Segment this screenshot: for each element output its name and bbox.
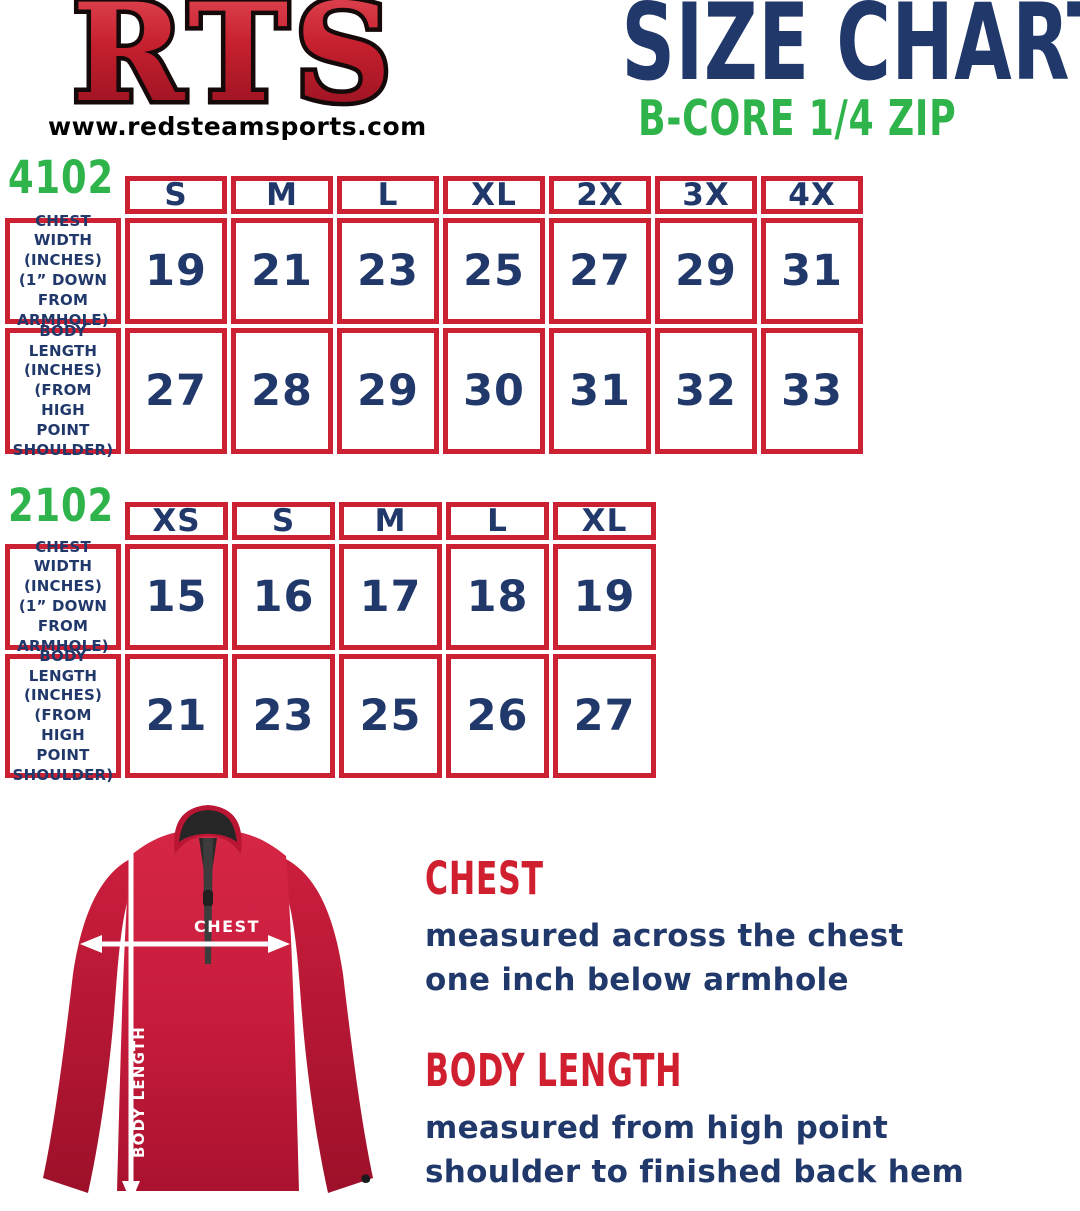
size-header-cell: XL bbox=[553, 502, 656, 540]
size-table-2102: XS S M L XL CHEST WIDTH (INCHES) (1” DOW… bbox=[5, 502, 656, 784]
value-cell: 25 bbox=[443, 218, 545, 324]
value-cell: 31 bbox=[761, 218, 863, 324]
value-cell: 16 bbox=[232, 544, 335, 650]
rts-logo-icon: RTS bbox=[68, 0, 398, 137]
chest-definition: CHEST measured across the chest one inch… bbox=[425, 856, 1080, 1003]
value-cell: 19 bbox=[125, 218, 227, 324]
rts-logo-text: RTS bbox=[72, 0, 398, 112]
value-cell: 30 bbox=[443, 328, 545, 454]
page-title: SIZE CHART bbox=[621, 0, 1080, 104]
table-corner-spacer bbox=[5, 502, 121, 540]
quarter-zip-shirt-icon: CHEST BODY LENGTH bbox=[43, 798, 373, 1202]
value-cell: 31 bbox=[549, 328, 651, 454]
header: SIZE CHART B-CORE 1/4 ZIP bbox=[515, 0, 1080, 143]
value-cell: 27 bbox=[125, 328, 227, 454]
value-cell: 15 bbox=[125, 544, 228, 650]
body-length-description: measured from high point shoulder to fin… bbox=[425, 1109, 965, 1190]
value-cell: 33 bbox=[761, 328, 863, 454]
chest-description: measured across the chest one inch below… bbox=[425, 918, 904, 999]
value-cell: 26 bbox=[446, 654, 549, 778]
table-corner-spacer bbox=[5, 176, 121, 214]
body-length-arrow-label: BODY LENGTH bbox=[130, 1026, 148, 1158]
value-cell: 21 bbox=[231, 218, 333, 324]
value-cell: 18 bbox=[446, 544, 549, 650]
size-header-cell: S bbox=[125, 176, 227, 214]
size-header-cell: S bbox=[232, 502, 335, 540]
size-header-cell: M bbox=[339, 502, 442, 540]
value-cell: 28 bbox=[231, 328, 333, 454]
value-cell: 17 bbox=[339, 544, 442, 650]
body-length-term: BODY LENGTH bbox=[425, 1043, 683, 1097]
brand-logo: RTS www.redsteamsports.com bbox=[48, 0, 427, 141]
size-header-cell: L bbox=[337, 176, 439, 214]
website-url: www.redsteamsports.com bbox=[48, 112, 427, 141]
right-sleeve bbox=[283, 858, 373, 1193]
size-header-cell: XS bbox=[125, 502, 228, 540]
chest-arrow-label: CHEST bbox=[194, 917, 260, 936]
measurement-definitions: CHEST measured across the chest one inch… bbox=[425, 856, 1080, 1194]
shirt-body bbox=[117, 829, 299, 1191]
row-label-chest-width: CHEST WIDTH (INCHES) (1” DOWN FROM ARMHO… bbox=[5, 212, 121, 329]
style-number-2102: 2102 bbox=[8, 479, 114, 532]
collar-inner bbox=[179, 810, 237, 842]
cuff-logo-mark bbox=[361, 1174, 371, 1183]
body-length-arrow bbox=[122, 798, 140, 1202]
product-subtitle: B-CORE 1/4 ZIP bbox=[638, 90, 957, 147]
value-cell: 19 bbox=[553, 544, 656, 650]
size-header-cell: 4X bbox=[761, 176, 863, 214]
garment-measurement-diagram: CHEST BODY LENGTH bbox=[12, 792, 404, 1211]
row-label-chest-width: CHEST WIDTH (INCHES) (1” DOWN FROM ARMHO… bbox=[5, 538, 121, 655]
value-cell: 27 bbox=[549, 218, 651, 324]
value-cell: 21 bbox=[125, 654, 228, 778]
value-cell: 23 bbox=[337, 218, 439, 324]
size-header-cell: 3X bbox=[655, 176, 757, 214]
chest-term: CHEST bbox=[425, 852, 544, 905]
value-cell: 27 bbox=[553, 654, 656, 778]
body-length-definition: BODY LENGTH measured from high point sho… bbox=[425, 1048, 1080, 1195]
row-label-body-length: BODY LENGTH (INCHES) (FROM HIGH POINT SH… bbox=[5, 322, 121, 459]
size-header-cell: 2X bbox=[549, 176, 651, 214]
style-number-4102: 4102 bbox=[8, 151, 114, 204]
size-header-cell: XL bbox=[443, 176, 545, 214]
size-table-4102: S M L XL 2X 3X 4X CHEST WIDTH (INCHES) (… bbox=[5, 176, 863, 459]
chest-arrow bbox=[80, 935, 290, 953]
value-cell: 23 bbox=[232, 654, 335, 778]
value-cell: 29 bbox=[337, 328, 439, 454]
size-header-cell: L bbox=[446, 502, 549, 540]
value-cell: 25 bbox=[339, 654, 442, 778]
size-header-cell: M bbox=[231, 176, 333, 214]
zipper-pull bbox=[203, 890, 213, 906]
value-cell: 32 bbox=[655, 328, 757, 454]
value-cell: 29 bbox=[655, 218, 757, 324]
row-label-body-length: BODY LENGTH (INCHES) (FROM HIGH POINT SH… bbox=[5, 647, 121, 784]
